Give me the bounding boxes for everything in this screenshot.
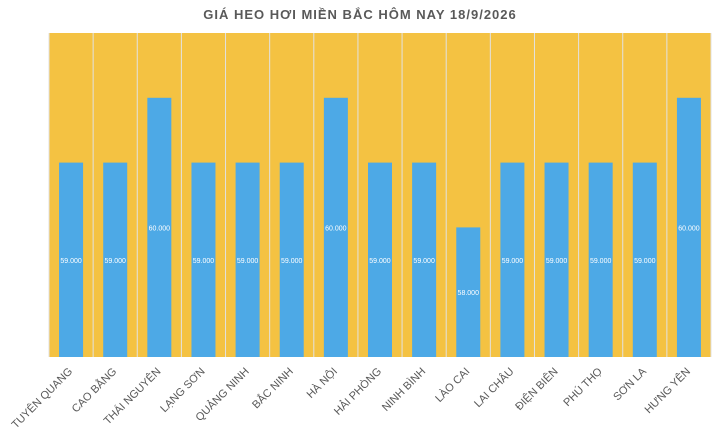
bar-value-label: 60.000 (149, 225, 171, 232)
bar-value-label: 59.000 (590, 258, 612, 265)
chart-title: GIÁ HEO HƠI MIỀN BẮC HÔM NAY 18/9/2026 (203, 7, 517, 22)
bar-value-label: 59.000 (193, 258, 215, 265)
category-label: HƯNG YÊN (642, 365, 693, 416)
category-label: LÀO CAI (433, 365, 473, 405)
bar-value-label: 58.000 (458, 290, 480, 297)
bar (676, 97, 701, 358)
bar (412, 162, 437, 357)
bar-value-label: 60.000 (678, 225, 700, 232)
category-label: HÀ NỘI (304, 365, 340, 401)
bar (544, 162, 569, 357)
bar (147, 97, 172, 358)
bars (59, 97, 701, 358)
bar (500, 162, 525, 357)
bar (456, 227, 481, 357)
category-label: NINH BÌNH (379, 365, 428, 414)
bar-value-label: 59.000 (546, 258, 568, 265)
bar-value-label: 59.000 (104, 258, 126, 265)
category-label: SƠN LA (611, 365, 649, 403)
bar-value-label: 59.000 (281, 258, 303, 265)
bar (323, 97, 348, 358)
bar (588, 162, 613, 357)
category-label: ĐIỆN BIÊN (513, 365, 561, 413)
value-labels: 59.000 59.000 60.000 59.000 59.000 59.000 60.0… (60, 225, 699, 297)
bar (632, 162, 657, 357)
bar-value-label: 59.000 (369, 258, 391, 265)
bar (59, 162, 84, 357)
bar-value-label: 59.000 (60, 258, 82, 265)
bar-value-label: 59.000 (413, 258, 435, 265)
category-label: BẮC NINH (249, 365, 295, 411)
category-label: LAI CHÂU (471, 365, 516, 410)
bar (191, 162, 216, 357)
bar (235, 162, 260, 357)
category-label: TUYÊN QUANG (9, 365, 75, 431)
category-label: HẢI PHÒNG (331, 365, 384, 418)
bar (103, 162, 128, 357)
bar-value-label: 59.000 (634, 258, 656, 265)
bar-value-label: 60.000 (325, 225, 347, 232)
bar-value-label: 59.000 (237, 258, 259, 265)
bar (279, 162, 304, 357)
column-separators (48, 33, 712, 357)
bar (368, 162, 392, 357)
bar-value-label: 59.000 (502, 258, 524, 265)
category-label: PHÚ THỌ (561, 365, 605, 409)
